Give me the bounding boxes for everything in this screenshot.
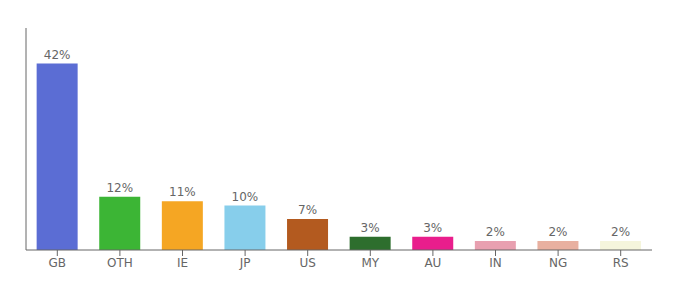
svg-text:3%: 3%: [423, 221, 442, 235]
svg-text:10%: 10%: [232, 190, 259, 204]
svg-text:MY: MY: [361, 256, 379, 270]
svg-text:IE: IE: [177, 256, 188, 270]
svg-text:JP: JP: [239, 256, 251, 270]
svg-text:11%: 11%: [169, 185, 196, 199]
svg-text:2%: 2%: [611, 225, 630, 239]
svg-text:12%: 12%: [106, 181, 133, 195]
svg-text:GB: GB: [49, 256, 67, 270]
svg-text:3%: 3%: [361, 221, 380, 235]
svg-text:7%: 7%: [298, 203, 317, 217]
svg-text:US: US: [299, 256, 315, 270]
svg-text:2%: 2%: [486, 225, 505, 239]
svg-text:42%: 42%: [44, 48, 71, 62]
svg-text:NG: NG: [549, 256, 567, 270]
svg-text:2%: 2%: [548, 225, 567, 239]
svg-text:RS: RS: [613, 256, 629, 270]
svg-text:AU: AU: [424, 256, 441, 270]
svg-text:IN: IN: [489, 256, 502, 270]
svg-text:OTH: OTH: [107, 256, 133, 270]
